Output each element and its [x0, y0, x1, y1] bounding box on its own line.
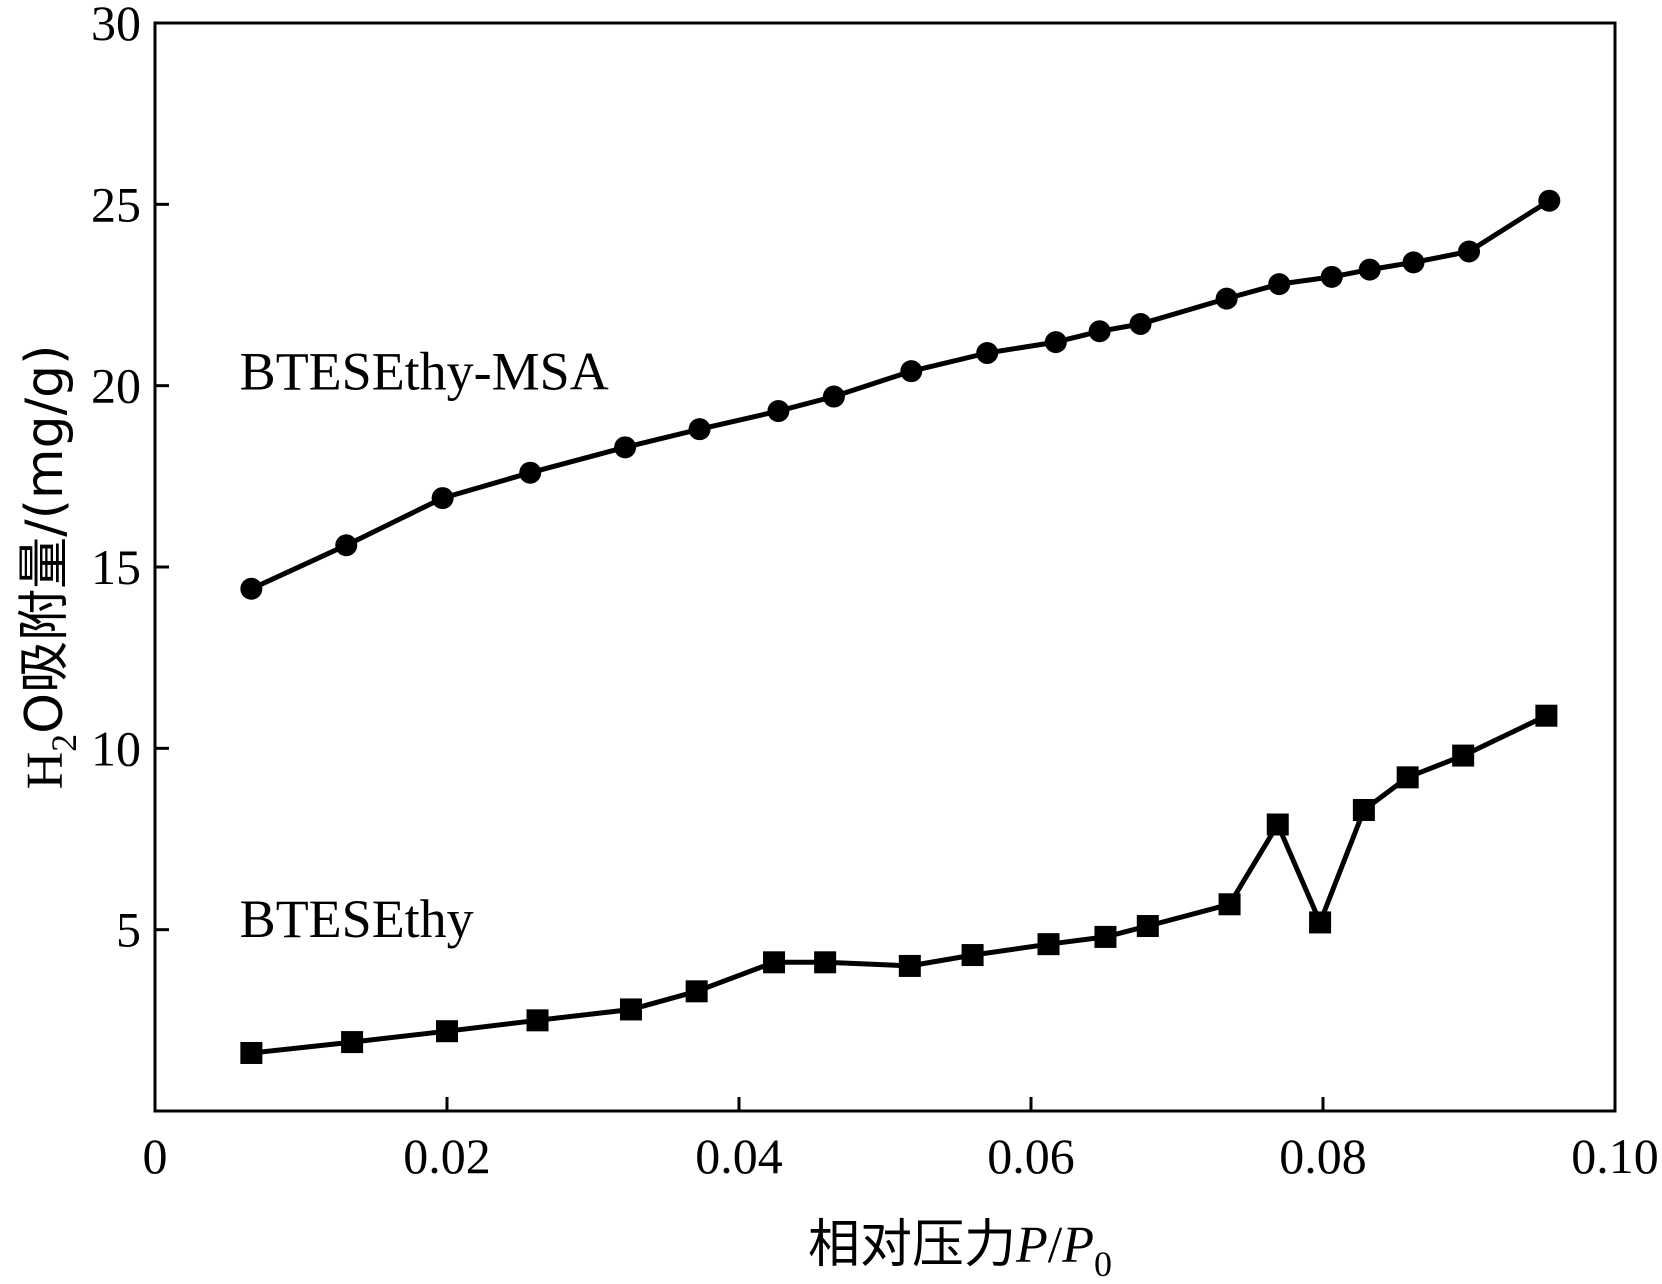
- data-point-circle: [1320, 265, 1343, 288]
- data-point-square: [763, 951, 786, 974]
- tick-labels: 0 0.02 0.04 0.06 0.08 0.10 5 10 15 20 25 30: [91, 0, 1659, 1184]
- y-tick-label: 25: [91, 176, 141, 232]
- data-point-circle: [1215, 287, 1238, 310]
- x-axis-title-var: P: [1015, 1217, 1048, 1274]
- data-point-circle: [1538, 189, 1561, 212]
- y-axis-title-sub: 2: [44, 734, 84, 752]
- data-point-circle: [335, 534, 358, 557]
- x-tick-label: 0.04: [695, 1128, 783, 1184]
- data-point-square: [1266, 813, 1289, 836]
- data-point-square: [1218, 893, 1241, 916]
- x-axis-title-sub: 0: [1094, 1244, 1112, 1284]
- ticks: [155, 202, 1325, 1111]
- data-point-square: [898, 954, 921, 977]
- series-label-btesethy-msa: BTESEthy-MSA: [240, 341, 609, 401]
- data-point-square: [1452, 744, 1475, 767]
- y-axis-title: H2O吸附量/(mg/g): [15, 345, 84, 790]
- data-point-circle: [519, 461, 542, 484]
- data-point-square: [1535, 704, 1558, 727]
- data-point-square: [1396, 766, 1419, 789]
- series-markers: [240, 189, 1561, 1064]
- data-point-square: [685, 980, 708, 1003]
- series-line-1: [251, 713, 1548, 1056]
- data-point-circle: [1358, 258, 1381, 281]
- data-point-circle: [822, 385, 845, 408]
- x-tick-label: 0.02: [403, 1128, 491, 1184]
- data-point-circle: [976, 342, 999, 365]
- x-axis-title-var2: P: [1061, 1217, 1094, 1274]
- data-point-circle: [1458, 240, 1480, 263]
- x-tick-label: 0.08: [1279, 1128, 1367, 1184]
- data-point-square: [436, 1020, 458, 1043]
- series-label-btesethy: BTESEthy: [240, 889, 474, 949]
- y-tick-label: 10: [91, 720, 141, 776]
- data-point-circle: [1044, 331, 1067, 354]
- data-point-circle: [1402, 251, 1425, 274]
- data-point-square: [1352, 798, 1375, 821]
- data-point-square: [1037, 933, 1060, 956]
- x-tick-label: 0.06: [987, 1128, 1075, 1184]
- data-point-square: [1094, 925, 1117, 948]
- y-tick-label: 20: [91, 358, 141, 414]
- y-tick-label: 15: [91, 539, 141, 595]
- data-point-circle: [614, 436, 637, 459]
- data-point-square: [341, 1031, 364, 1054]
- y-axis-title-pre: H: [17, 752, 74, 790]
- data-point-circle: [767, 400, 790, 423]
- x-axis-title-slash: /: [1048, 1217, 1063, 1274]
- x-axis-title: 相对压力P/P0: [808, 1215, 1112, 1284]
- data-point-square: [814, 951, 837, 974]
- x-tick-label: 0.10: [1571, 1128, 1659, 1184]
- x-axis-title-main: 相对压力: [808, 1215, 1016, 1275]
- data-point-square: [240, 1041, 263, 1064]
- data-point-circle: [1268, 273, 1291, 296]
- data-point-circle: [240, 577, 263, 600]
- data-point-square: [526, 1009, 549, 1032]
- y-axis-title-post: O吸附量/(mg/g): [15, 345, 75, 734]
- data-point-circle: [431, 487, 454, 510]
- x-tick-label: 0: [143, 1128, 168, 1184]
- data-point-circle: [900, 360, 923, 383]
- y-tick-label: 5: [116, 902, 141, 958]
- data-point-circle: [688, 418, 711, 441]
- data-point-square: [619, 998, 642, 1021]
- y-tick-label: 30: [91, 0, 141, 51]
- data-point-circle: [1129, 313, 1152, 336]
- data-point-square: [961, 944, 984, 967]
- data-point-square: [1309, 911, 1332, 934]
- data-point-circle: [1088, 320, 1111, 343]
- data-point-square: [1136, 915, 1159, 938]
